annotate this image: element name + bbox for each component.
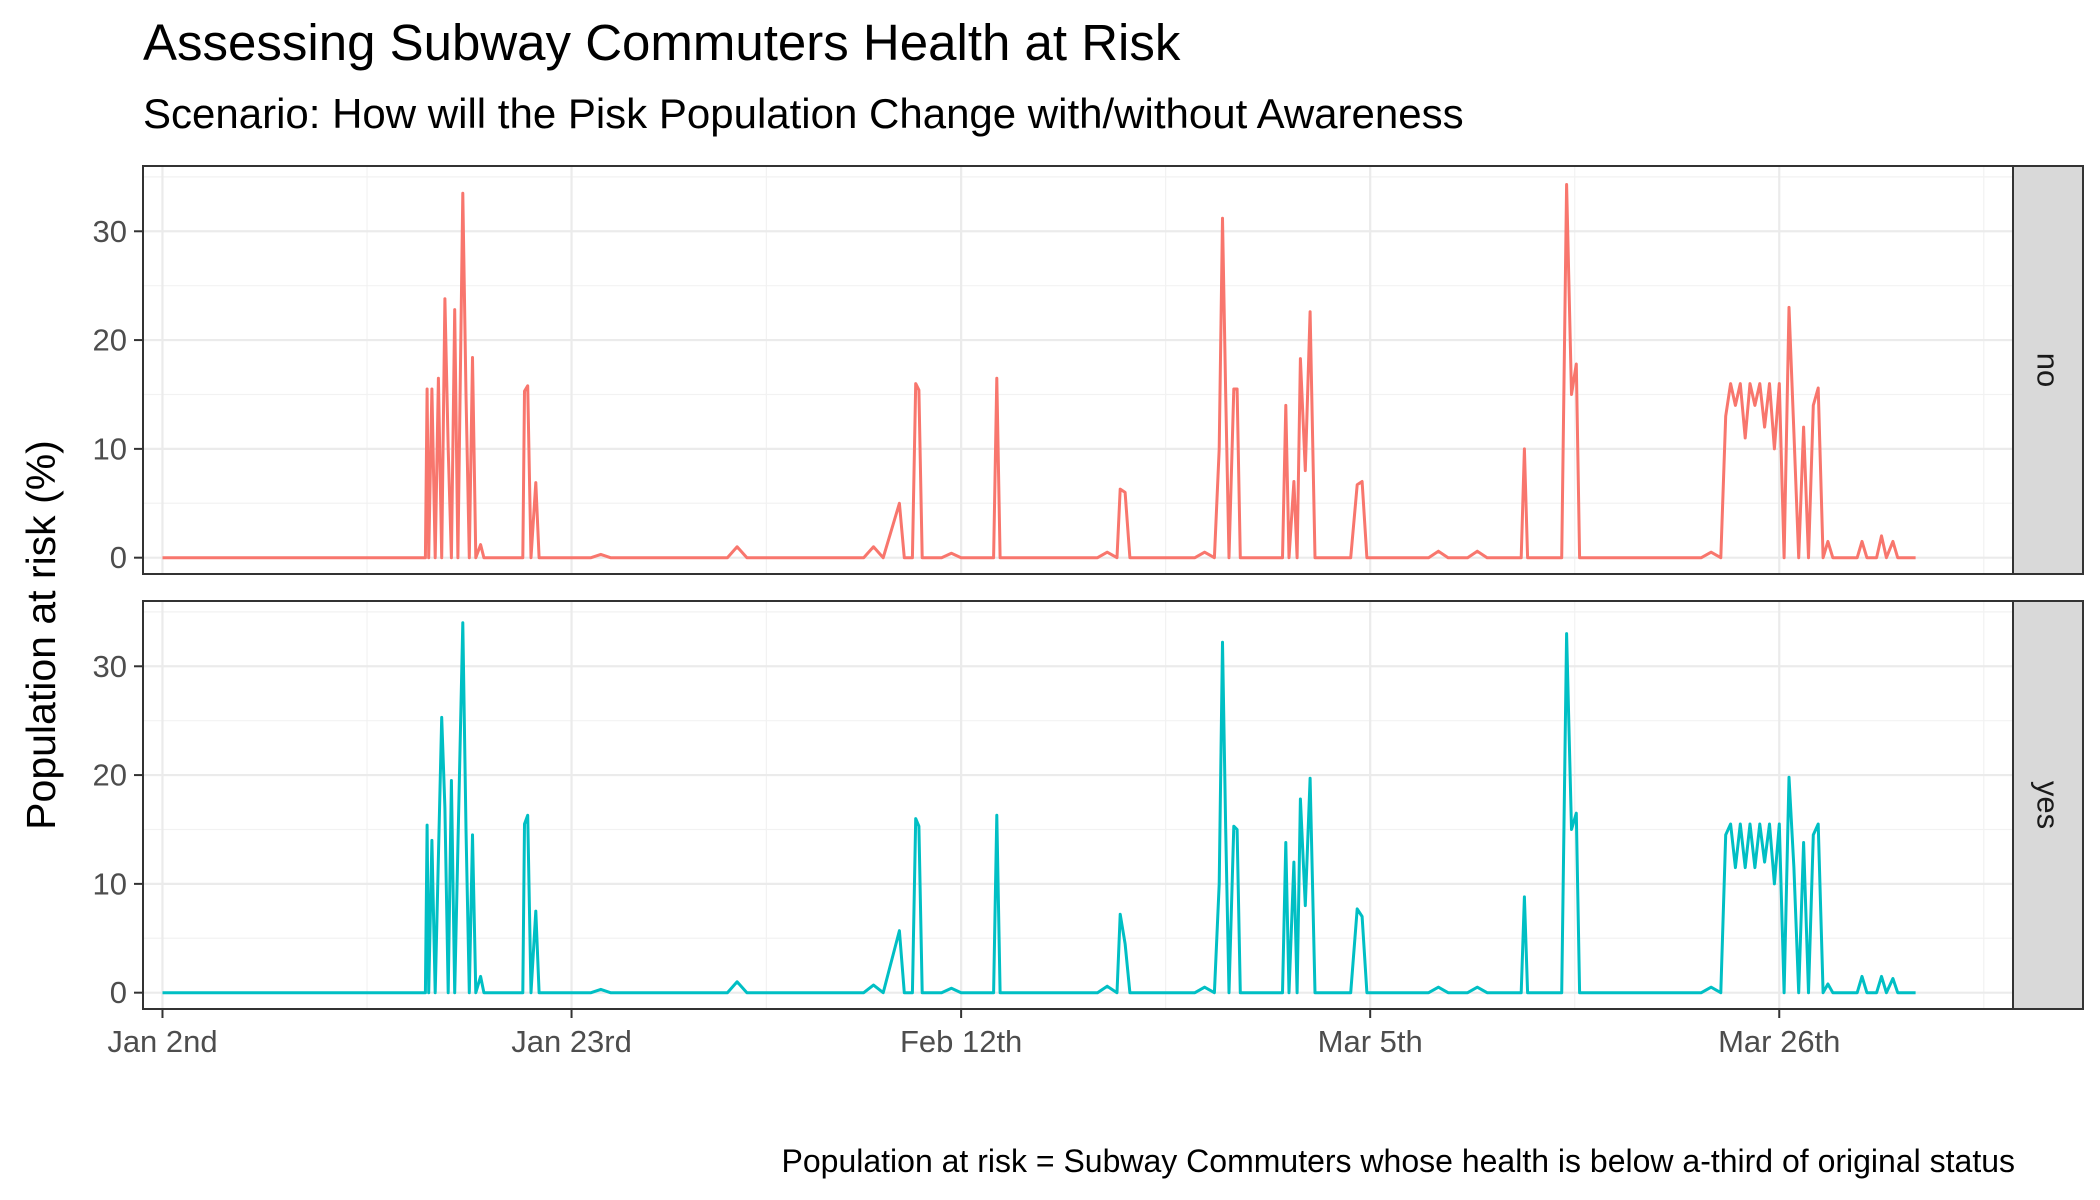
y-tick-label: 0 (110, 540, 127, 575)
x-tick-label: Mar 26th (1718, 1024, 1840, 1059)
facet-strip-label: no (2031, 353, 2066, 387)
series-line-yes (162, 621, 1916, 995)
y-axis-label: Population at risk (%) (18, 440, 64, 830)
x-tick-label: Jan 23rd (511, 1024, 632, 1059)
chart-title: Assessing Subway Commuters Health at Ris… (143, 14, 1181, 71)
facet-strip (2012, 600, 2084, 1010)
y-tick-label: 20 (93, 323, 127, 358)
y-tick-label: 30 (93, 214, 127, 249)
series-line-no (162, 183, 1916, 560)
facet-panel-yes: yes 0 10 20 30 (93, 600, 2084, 1010)
y-tick-label: 20 (93, 758, 127, 793)
x-tick-label: Feb 12th (900, 1024, 1022, 1059)
panel-background (143, 166, 2013, 574)
y-tick-label: 30 (93, 649, 127, 684)
facet-panels: no 0 10 20 30 yes 0 10 20 30 Jan 2nd Jan 23rd Feb 12… (93, 165, 2084, 1059)
x-tick-label: Jan 2nd (107, 1024, 217, 1059)
chart-subtitle: Scenario: How will the Pisk Population C… (143, 90, 1464, 137)
chart-caption: Population at risk = Subway Commuters wh… (782, 1143, 2016, 1179)
y-tick-label: 0 (110, 975, 127, 1010)
x-tick-label: Mar 5th (1318, 1024, 1423, 1059)
y-tick-label: 10 (93, 866, 127, 901)
facet-strip (2012, 165, 2084, 575)
panel-background (143, 601, 2013, 1009)
facet-panel-no: no 0 10 20 30 (93, 165, 2084, 575)
facet-strip-label: yes (2031, 781, 2066, 829)
y-tick-label: 10 (93, 431, 127, 466)
